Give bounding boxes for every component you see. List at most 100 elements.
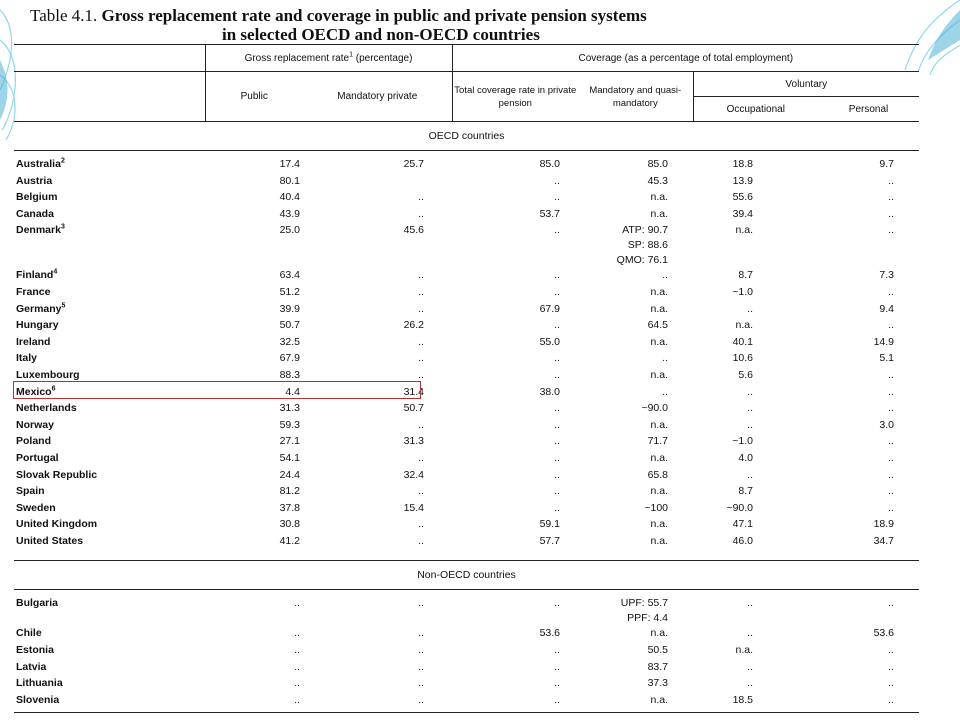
value-cell: .. xyxy=(662,352,669,365)
value-cell: 18.8 xyxy=(732,158,754,170)
value-cell: .. xyxy=(554,644,561,657)
table-title: Table 4.1. Gross replacement rate and co… xyxy=(30,6,930,44)
value-cell: .. xyxy=(294,693,300,706)
value-cell: .. xyxy=(418,627,425,640)
value-cell: .. xyxy=(888,451,895,464)
value-cell: .. xyxy=(554,597,561,610)
value-cell: .. xyxy=(418,269,425,282)
value-cell: n.a. xyxy=(650,207,669,220)
country-cell: Portugal xyxy=(16,451,59,464)
value-cell: 10.6 xyxy=(732,352,754,365)
value-cell: .. xyxy=(888,402,895,415)
value-cell: .. xyxy=(747,677,754,690)
country-cell: Latvia xyxy=(16,660,47,673)
value-cell: .. xyxy=(418,335,425,348)
value-cell: 40.1 xyxy=(732,335,754,348)
table-number: Table 4.1. xyxy=(30,6,98,25)
value-cell: .. xyxy=(888,319,895,332)
country-cell: Austria xyxy=(16,174,53,187)
value-cell: .. xyxy=(418,352,425,365)
value-cell: 51.2 xyxy=(279,285,300,298)
value-cell: .. xyxy=(888,644,895,657)
value-cell: ATP: 90.7 SP: 88.6 QMO: 76.1 xyxy=(616,224,669,267)
value-cell: ~1.0 xyxy=(732,435,754,448)
header-mandatory-quasi: Mandatory and quasi-mandatory xyxy=(589,84,682,109)
value-cell: .. xyxy=(554,485,561,498)
value-cell: 17.4 xyxy=(279,158,300,170)
header-public: Public xyxy=(204,71,303,122)
value-cell: 32.5 xyxy=(279,335,300,348)
table-row: Belgium 40.4.... n.a. 55.6.. xyxy=(14,190,919,207)
value-cell: 32.4 xyxy=(403,468,425,481)
value-cell: .. xyxy=(747,418,754,431)
value-cell: 37.8 xyxy=(279,501,300,514)
header-total-coverage: Total coverage rate in private pension xyxy=(451,71,579,122)
table-row: Latvia...... 83.7.... xyxy=(14,660,919,677)
value-cell: n.a. xyxy=(650,335,669,348)
table-row: Poland 27.1 31.3.. 71.7 ~1.0.. xyxy=(14,434,919,451)
value-cell: n.a. xyxy=(735,644,754,657)
value-cell: .. xyxy=(888,174,895,187)
table-row: Australia2 17.4 25.7 85.0 85.0 18.8 9.7 xyxy=(14,157,919,174)
country-cell: Norway xyxy=(16,418,54,431)
value-cell: 31.3 xyxy=(403,435,425,448)
country-cell: Canada xyxy=(16,207,54,220)
value-cell: 40.4 xyxy=(279,191,300,204)
value-cell: n.a. xyxy=(650,534,669,547)
value-cell: .. xyxy=(888,207,895,220)
value-cell: 67.9 xyxy=(539,302,561,315)
value-cell: 55.0 xyxy=(539,335,561,348)
value-cell: 3.0 xyxy=(879,418,895,431)
value-cell: 8.7 xyxy=(738,485,754,498)
country-cell: Hungary xyxy=(16,319,59,332)
table-title-line2: in selected OECD and non-OECD countries xyxy=(222,25,540,44)
country-cell: United States xyxy=(16,534,84,547)
value-cell: ~100 xyxy=(644,501,669,514)
value-cell: .. xyxy=(418,660,425,673)
value-cell: .. xyxy=(747,385,754,398)
value-cell: 88.3 xyxy=(279,368,300,381)
table-row: Estonia...... 50.5 n.a... xyxy=(14,643,919,660)
value-cell: 54.1 xyxy=(279,451,300,464)
table-row: Chile.... 53.6 n.a... 53.6 xyxy=(14,626,919,643)
value-cell: .. xyxy=(418,485,425,498)
country-cell: Slovak Republic xyxy=(16,468,98,481)
table-row: Portugal 54.1.... n.a. 4.0.. xyxy=(14,451,919,468)
value-cell: .. xyxy=(747,660,754,673)
country-cell: Slovenia xyxy=(16,693,60,706)
value-cell: .. xyxy=(554,435,561,448)
value-cell: .. xyxy=(747,597,754,610)
value-cell: 9.7 xyxy=(879,158,895,170)
value-cell: 31.3 xyxy=(279,402,300,415)
header-grr-group: Gross replacement rate1 (percentage) xyxy=(204,44,453,72)
value-cell: 50.7 xyxy=(403,402,425,415)
value-cell: 85.0 xyxy=(539,158,561,170)
value-cell: 45.3 xyxy=(647,174,669,187)
value-cell: 81.2 xyxy=(279,485,300,498)
value-cell: .. xyxy=(554,501,561,514)
value-cell: .. xyxy=(888,435,895,448)
value-cell: 53.6 xyxy=(539,627,561,640)
value-cell: 83.7 xyxy=(647,660,669,673)
value-cell: 71.7 xyxy=(647,435,669,448)
value-cell: 63.4 xyxy=(279,269,300,282)
value-cell: 65.8 xyxy=(647,468,669,481)
value-cell: 50.7 xyxy=(279,319,300,332)
value-cell: 31.4 xyxy=(403,385,425,398)
value-cell: .. xyxy=(554,191,561,204)
value-cell: .. xyxy=(294,660,300,673)
table-row: Denmark3 25.0 45.6.. ATP: 90.7 SP: 88.6 QMO: … xyxy=(14,223,919,268)
value-cell: n.a. xyxy=(650,693,669,706)
header-voluntary: Voluntary xyxy=(692,71,920,97)
value-cell: 5.6 xyxy=(738,368,754,381)
mexico-highlight-box xyxy=(13,381,421,399)
value-cell: .. xyxy=(418,302,425,315)
table-row: Finland4 63.4...... 8.7 7.3 xyxy=(14,268,919,285)
value-cell: .. xyxy=(747,402,754,415)
country-cell: Bulgaria xyxy=(16,597,59,610)
value-cell xyxy=(303,174,452,191)
value-cell: .. xyxy=(747,468,754,481)
value-cell: .. xyxy=(554,468,561,481)
table-row: Slovenia...... n.a. 18.5.. xyxy=(14,693,919,710)
table-row: Slovak Republic 24.4 32.4.. 65.8.... xyxy=(14,468,919,485)
